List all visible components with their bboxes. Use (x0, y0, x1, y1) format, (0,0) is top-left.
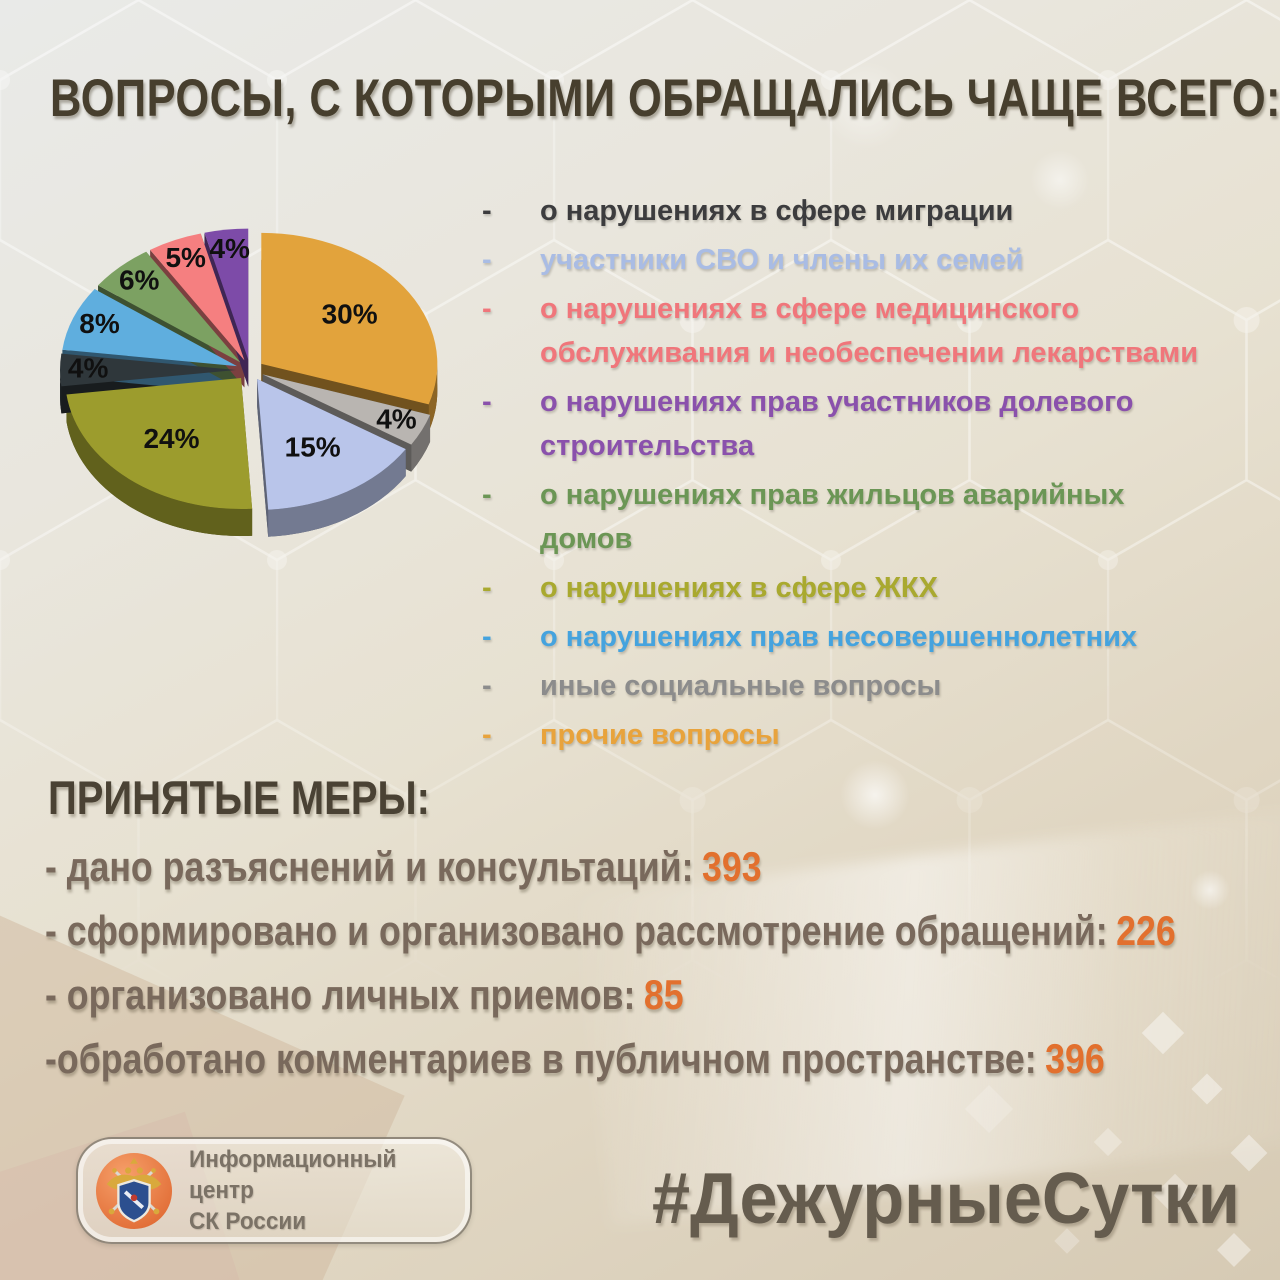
pie-label: 4% (376, 404, 417, 435)
pie-slice (204, 228, 249, 360)
pie-label: 30% (322, 299, 378, 330)
legend-item: - прочие вопросы (470, 713, 1220, 757)
pie-slice-wall (411, 414, 431, 472)
glow-decoration (1190, 870, 1230, 910)
pie-slice-wall (66, 394, 253, 537)
pie-slice (262, 374, 431, 445)
legend-item: - о нарушениях прав жильцов аварийных дом… (470, 473, 1220, 561)
measures-heading: ПРИНЯТЫЕ МЕРЫ: (48, 771, 430, 824)
pie-label-layer: 30%4%15%24%4%8%6%5% 4% (68, 233, 417, 462)
pie-slice (62, 289, 237, 367)
legend-item: - о нарушениях в сфере ЖКХ (470, 566, 1220, 610)
legend-item: - участники СВО и члены их семей (470, 238, 1220, 282)
sk-emblem-icon (95, 1152, 173, 1229)
legend-label: о нарушениях в сфере ЖКХ (540, 572, 938, 604)
pie-slice-cut-face (257, 378, 269, 537)
page-title: ВОПРОСЫ, С КОТОРЫМИ ОБРАЩАЛИСЬ ЧАЩЕ ВСЕГ… (50, 69, 1280, 128)
legend-item: - иные социальные вопросы (470, 664, 1220, 708)
sk-logo-badge: Информационный центр СК России (76, 1137, 472, 1244)
legend-label: прочие вопросы (540, 719, 780, 751)
legend-label: о нарушениях в сфере медицинского обслуж… (540, 293, 1199, 369)
measures-list: - дано разъяснений и консультаций: 393 - … (45, 846, 1280, 1102)
pie-label: 4% (68, 352, 109, 383)
measure-line: - организовано личных приемов: 85 (45, 974, 1176, 1016)
pie-label: 15% (285, 431, 341, 462)
glow-decoration (1030, 150, 1090, 210)
legend-dash: - (482, 670, 492, 702)
pie-slice (98, 251, 241, 363)
measure-text: - организовано личных приемов: (45, 971, 636, 1018)
pie-label: 8% (79, 308, 120, 339)
legend-dash: - (482, 244, 492, 276)
pie-slice (60, 353, 236, 387)
legend-dash: - (482, 479, 492, 511)
measure-line: - дано разъяснений и консультаций: 393 (45, 846, 1176, 888)
legend-dash: - (482, 386, 492, 418)
measure-text: - сформировано и организовано рассмотрен… (45, 907, 1108, 954)
logo-text: Информационный центр СК России (189, 1146, 397, 1235)
measure-line: - сформировано и организовано рассмотрен… (45, 910, 1176, 952)
pie-slice (257, 378, 406, 510)
legend-dash: - (482, 719, 492, 751)
legend-label: о нарушениях прав участников долевого ст… (540, 386, 1134, 462)
pie-chart: 30%4%15%24%4%8%6%5% 4% (60, 228, 438, 537)
pie-slice (150, 233, 245, 361)
legend-dash: - (482, 572, 492, 604)
glow-decoration (820, 60, 910, 150)
measure-text: - дано разъяснений и консультаций: (45, 843, 694, 890)
legend-dash: - (482, 195, 492, 227)
legend-dash: - (482, 621, 492, 653)
legend-item: - о нарушениях прав участников долевого с… (470, 380, 1220, 468)
measure-line: -обработано комментариев в публичном про… (45, 1038, 1176, 1080)
pie-slice (261, 232, 438, 405)
legend-item: - о нарушениях в сфере медицинского обслу… (470, 287, 1220, 375)
glow-decoration (840, 760, 910, 830)
legend-item: - о нарушениях прав несовершеннолетних (470, 615, 1220, 659)
pie-label: 5% (165, 242, 206, 273)
hashtag: #ДежурныеСутки (652, 1159, 1240, 1239)
measure-value: 226 (1116, 907, 1176, 954)
legend-label: участники СВО и члены их семей (540, 244, 1024, 276)
legend-label: о нарушениях прав несовершеннолетних (540, 621, 1138, 653)
measure-value: 393 (701, 843, 762, 890)
legend-label: о нарушениях прав жильцов аварийных домо… (540, 479, 1125, 555)
legend-dash: - (482, 293, 492, 325)
pie-label: 4% (209, 233, 250, 264)
pie-legend: - о нарушениях в сфере миграции - участник… (470, 189, 1220, 762)
pie-label: 6% (119, 265, 160, 296)
legend-label: о нарушениях в сфере миграции (540, 195, 1014, 227)
measure-value: 396 (1045, 1035, 1105, 1082)
pie-chart-container: 30% 4% 15% 24% 4% 8% 6% 5% 4% (43, 183, 483, 578)
legend-item: - о нарушениях в сфере миграции (470, 189, 1220, 233)
pie-slice-wall (428, 363, 438, 432)
pie-top-layer (60, 228, 438, 510)
pie-slice (66, 378, 253, 510)
pie-label: 24% (143, 423, 199, 454)
pie-slice-wall (60, 370, 62, 414)
measure-text: -обработано комментариев в публичном про… (45, 1035, 1037, 1082)
pie-slice-wall (268, 449, 406, 537)
legend-label: иные социальные вопросы (540, 670, 942, 702)
measure-value: 85 (643, 971, 684, 1018)
